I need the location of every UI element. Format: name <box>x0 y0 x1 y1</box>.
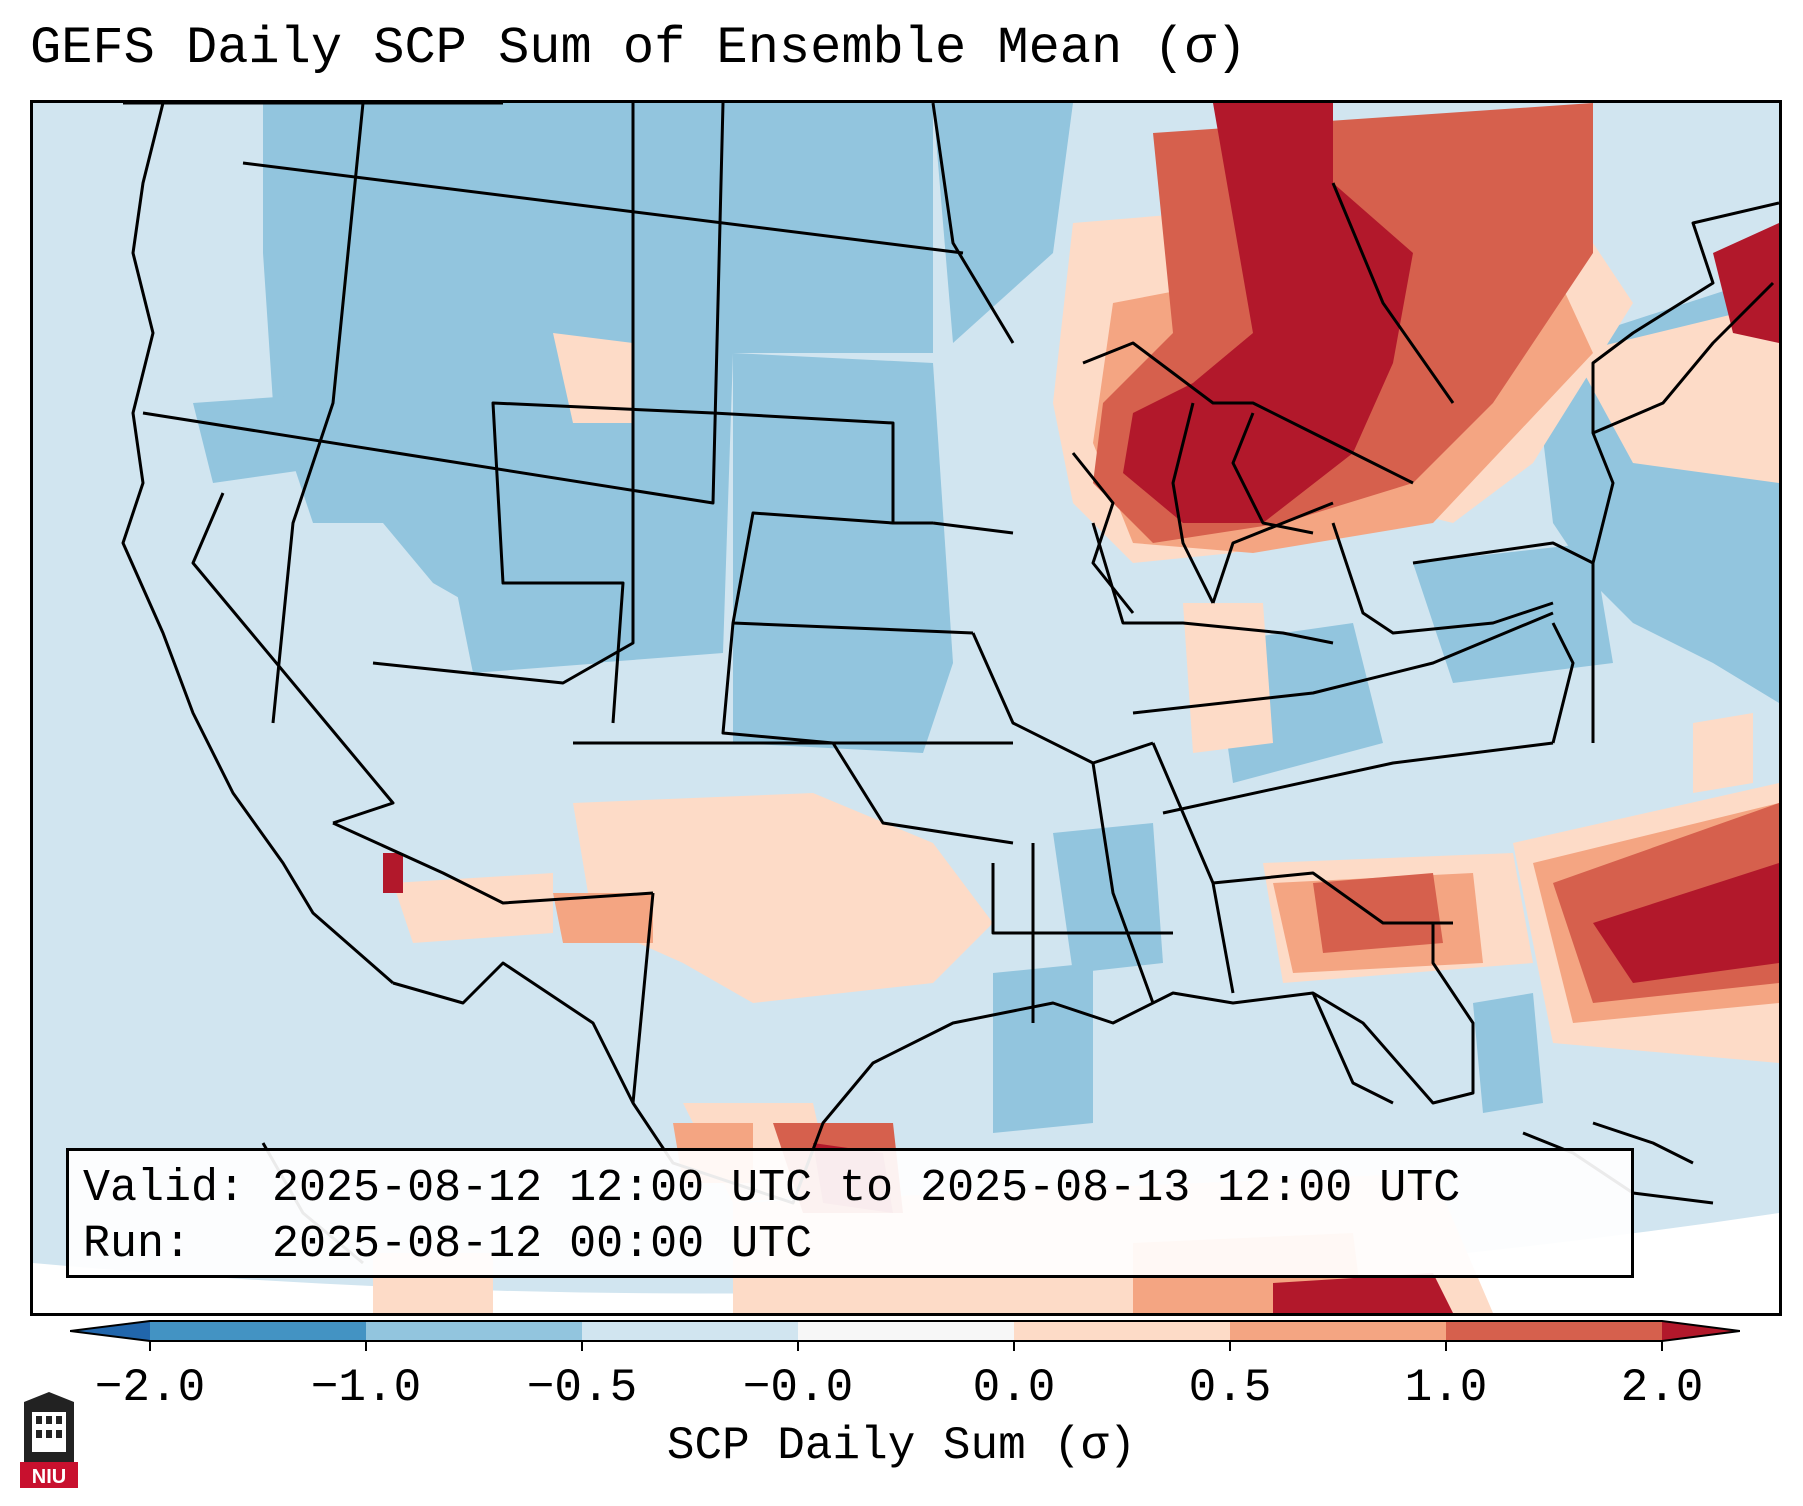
colorbar-segment <box>366 1321 582 1341</box>
colorbar-segment <box>1230 1321 1446 1341</box>
chart-title: GEFS Daily SCP Sum of Ensemble Mean (σ) <box>30 19 1247 78</box>
logo-text: NIU <box>32 1466 66 1488</box>
colorbar-segment <box>1446 1321 1662 1341</box>
map-panel <box>30 100 1782 1316</box>
valid-run-box: Valid: 2025-08-12 12:00 UTC to 2025-08-1… <box>66 1148 1634 1278</box>
colorbar-label: SCP Daily Sum (σ) <box>666 1420 1137 1472</box>
colorbar-tick-label: −2.0 <box>94 1362 206 1414</box>
colorbar-tick-label: 0.5 <box>1188 1362 1272 1414</box>
colorbar-tick-label: −0.0 <box>742 1362 854 1414</box>
colorbar-segment <box>1014 1321 1230 1341</box>
colorbar-extend-high <box>1662 1321 1740 1341</box>
colorbar-segment <box>798 1321 1014 1341</box>
colorbar <box>70 1320 1740 1351</box>
map-svg <box>33 103 1779 1313</box>
run-value: 2025-08-12 00:00 UTC <box>272 1219 813 1270</box>
colorbar-segment <box>150 1321 366 1341</box>
valid-value: 2025-08-12 12:00 UTC to 2025-08-13 12:00… <box>272 1163 1461 1214</box>
valid-label: Valid: <box>83 1163 246 1214</box>
colorbar-tick-label: 1.0 <box>1404 1362 1488 1414</box>
colorbar-tick-label: −0.5 <box>526 1362 638 1414</box>
extreme-positive-regions <box>383 103 1779 1313</box>
run-label: Run: <box>83 1219 192 1270</box>
colorbar-ticks <box>149 1341 1663 1351</box>
colorbar-tick-label: 0.0 <box>972 1362 1056 1414</box>
colorbar-tick-label: −1.0 <box>310 1362 422 1414</box>
colorbar-tick-label: 2.0 <box>1620 1362 1704 1414</box>
niu-logo-icon: NIU <box>20 1392 78 1488</box>
colorbar-extend-low <box>70 1321 150 1341</box>
colorbar-segment <box>582 1321 798 1341</box>
